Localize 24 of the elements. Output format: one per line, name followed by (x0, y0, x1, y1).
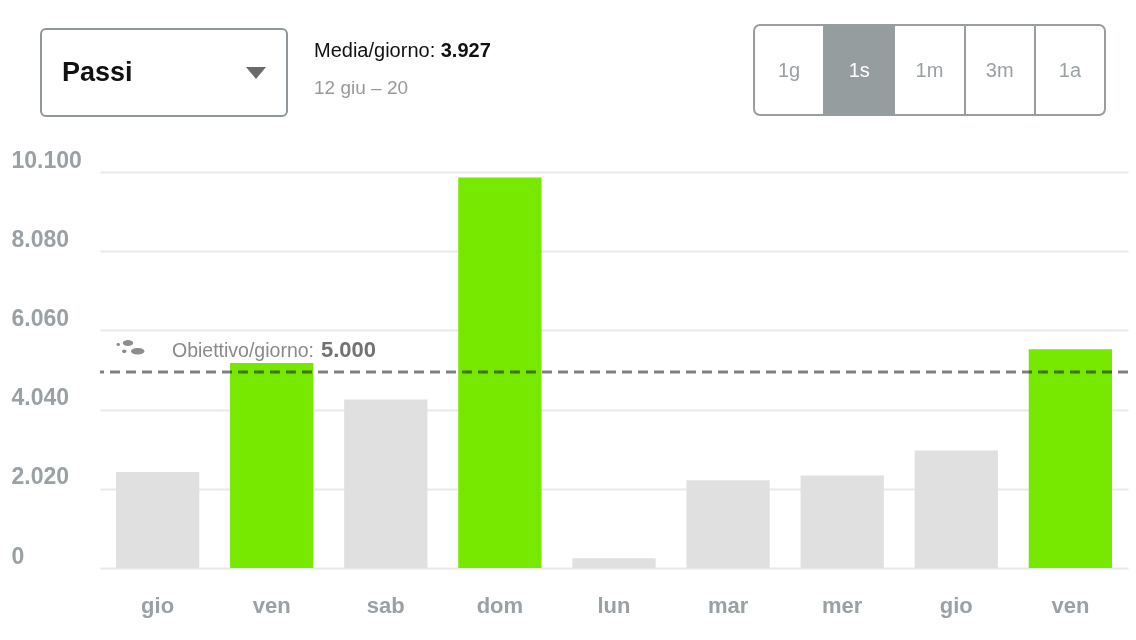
x-tick-label: mar (707, 592, 749, 618)
text: 12 giu – 20 (314, 77, 409, 99)
x-tick-label: dom (476, 592, 524, 618)
x-tick-label: lun (597, 592, 631, 618)
x-tick-label: ven (252, 592, 291, 618)
toggle-button: 3m (965, 26, 1034, 114)
x-tick-label: gio (141, 592, 175, 618)
legend-label: Obiettivo/giorno: 5.000 (172, 336, 377, 362)
x-tick-label: mer (822, 592, 863, 618)
y-tick-label: 10.100 (11, 146, 82, 173)
chart-subtitle: Media/giorno: 3.927 (314, 39, 491, 61)
toggle-button: 1g (755, 26, 824, 114)
y-tick-label: 8.080 (11, 225, 70, 252)
y-tick-label: 4.040 (11, 384, 70, 411)
x-tick-label: ven (1051, 592, 1090, 618)
y-tick-label: 6.060 (11, 304, 70, 331)
x-tick-label: gio (939, 592, 973, 618)
toggle-button: 1a (1035, 26, 1104, 114)
dropdown: Passi (40, 28, 288, 117)
y-tick-label: 2.020 (11, 463, 70, 490)
chart-title: Passi (62, 56, 133, 89)
y-tick-label: 0 (11, 542, 25, 569)
x-tick-label: sab (366, 592, 405, 618)
toggle-button: 1m (895, 26, 964, 114)
